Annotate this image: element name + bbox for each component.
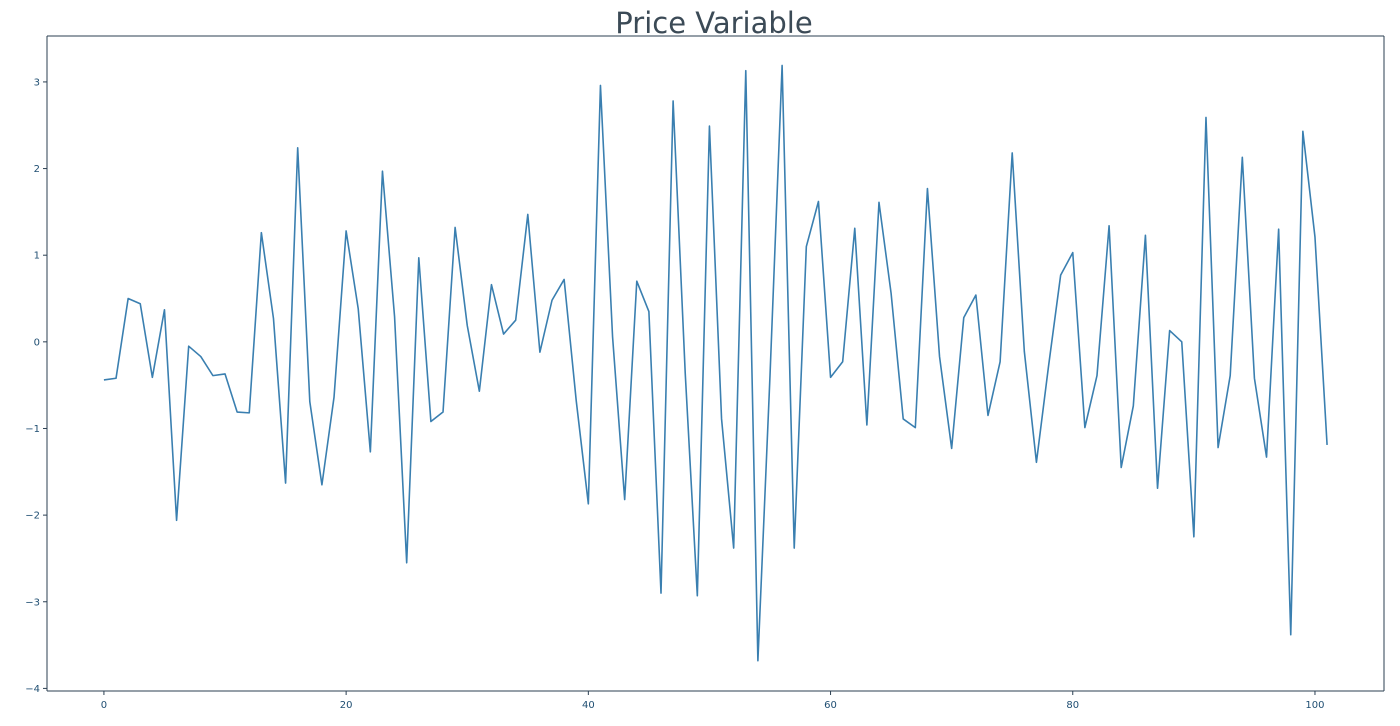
y-tick-label: 3 [34, 77, 40, 88]
y-tick-label: −4 [25, 684, 40, 695]
y-tick-label: −1 [25, 424, 40, 435]
y-tick-label: 1 [34, 251, 40, 262]
axis-ticks: 0 20 40 60 80 100 −4 −3 −2 −1 0 1 2 3 [25, 77, 1324, 711]
x-tick-label: 60 [824, 700, 837, 711]
y-tick-label: 0 [34, 337, 40, 348]
series-line [104, 65, 1327, 660]
y-tick-label: −3 [25, 597, 40, 608]
y-tick-label: 2 [34, 164, 40, 175]
x-tick-label: 20 [340, 700, 353, 711]
x-tick-label: 40 [582, 700, 595, 711]
chart-title: Price Variable [615, 6, 812, 40]
series-polyline [104, 65, 1327, 660]
x-tick-label: 0 [101, 700, 107, 711]
x-tick-label: 100 [1305, 700, 1324, 711]
x-tick-label: 80 [1066, 700, 1079, 711]
series-layer [104, 65, 1327, 660]
y-tick-label: −2 [25, 511, 40, 522]
